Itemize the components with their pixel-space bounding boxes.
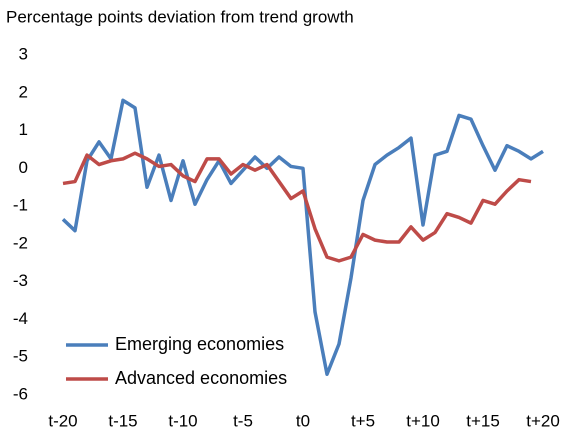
y-tick-label: -3: [13, 271, 28, 290]
x-tick-label: t+5: [351, 411, 375, 430]
x-tick-label: t+10: [406, 411, 440, 430]
x-tick-label: t+15: [466, 411, 500, 430]
y-tick-label: -2: [13, 233, 28, 252]
x-tick-label: t-5: [233, 411, 253, 430]
y-tick-label: 1: [19, 120, 28, 139]
x-tick-label: t-10: [168, 411, 197, 430]
y-tick-label: 0: [19, 158, 28, 177]
y-tick-label: -5: [13, 347, 28, 366]
y-tick-label: 3: [19, 44, 28, 63]
x-tick-label: t+20: [526, 411, 560, 430]
chart-title: Percentage points deviation from trend g…: [6, 7, 354, 26]
x-tick-label: t-20: [48, 411, 77, 430]
y-tick-label: 2: [19, 82, 28, 101]
y-tick-label: -1: [13, 196, 28, 215]
x-tick-label: t-15: [108, 411, 137, 430]
series-line: [62, 151, 532, 263]
y-tick-label: -6: [13, 384, 28, 403]
legend-text: Advanced economies: [115, 368, 287, 388]
series-line: [61, 98, 544, 376]
legend-text: Emerging economies: [115, 334, 284, 354]
y-tick-label: -4: [13, 309, 28, 328]
x-tick-label: t0: [296, 411, 310, 430]
